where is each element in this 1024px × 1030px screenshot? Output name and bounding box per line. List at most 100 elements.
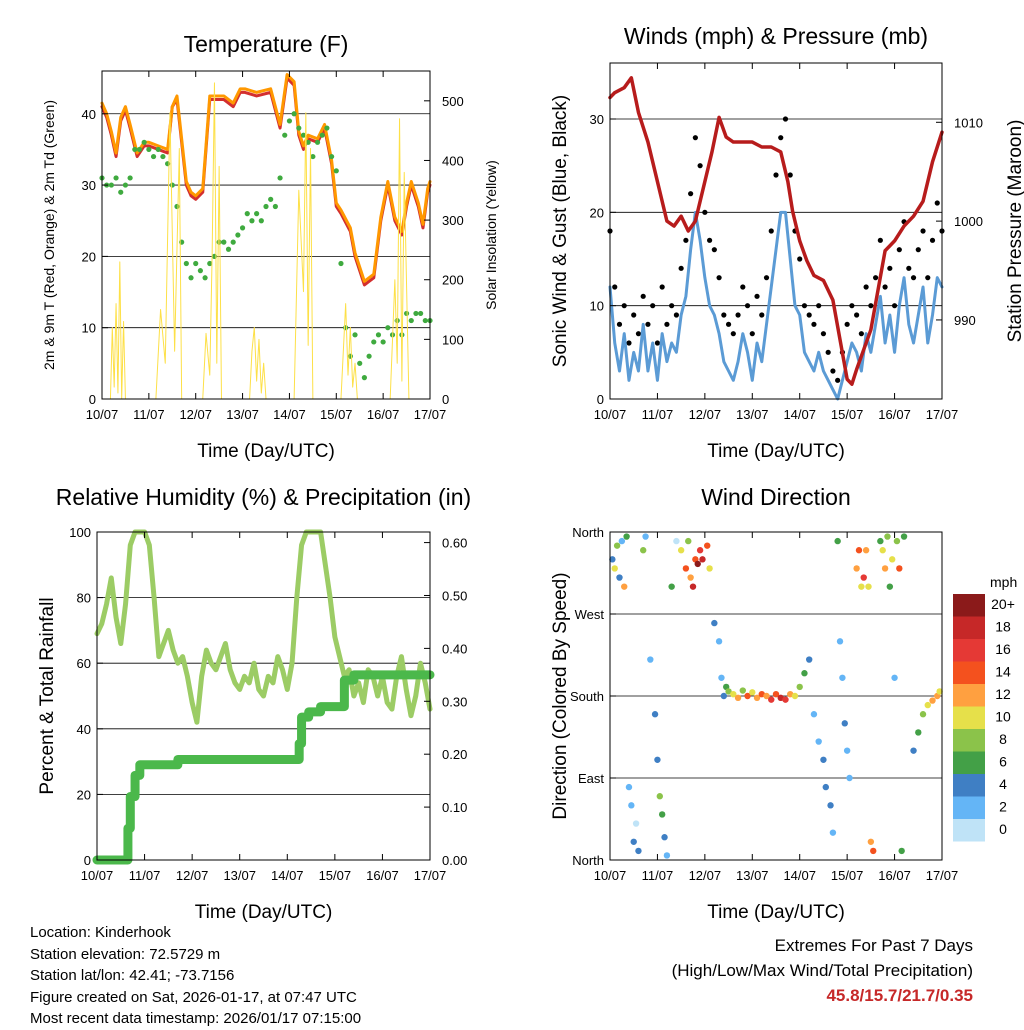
x-tick-label: 16/07 [878, 407, 911, 422]
direction-point [898, 847, 905, 855]
direction-point [886, 583, 894, 590]
data-point [338, 260, 344, 267]
data-point [664, 321, 670, 327]
y-tick-label: 30 [590, 112, 604, 127]
data-point [730, 331, 736, 337]
series-line [94, 529, 433, 725]
x-tick-label: 16/07 [367, 407, 400, 422]
colorbar-swatch [953, 796, 985, 819]
x-tick-label: 17/07 [414, 868, 447, 883]
direction-point [820, 756, 827, 763]
colorbar-swatch [953, 706, 985, 729]
direction-point [782, 696, 789, 703]
figure-created: Figure created on Sat, 2026-01-17, at 07… [30, 988, 357, 1006]
direction-point [900, 533, 908, 540]
data-point [141, 139, 147, 145]
data-point [673, 312, 680, 318]
data-point [910, 275, 917, 281]
x-tick-label: 10/07 [594, 407, 627, 422]
data-point [225, 246, 232, 252]
y-tick-label: 10 [82, 321, 96, 336]
extremes-title: Extremes For Past 7 Days [774, 936, 973, 955]
data-point [418, 310, 424, 317]
data-point [277, 175, 283, 181]
direction-point [881, 565, 889, 572]
direction-point [867, 838, 875, 845]
recent-timestamp: Most recent data timestamp: 2026/01/17 0… [30, 1010, 362, 1027]
data-point [721, 312, 727, 318]
series-solar-insolation [101, 82, 431, 400]
chart-humidity: 10/07 11/07 12/07 13/07 14/07 15/07 16/07 17/07… [37, 484, 471, 923]
data-point [929, 237, 936, 243]
colorbar-swatch [953, 594, 985, 617]
series-2m-t [100, 76, 432, 287]
x-tick-label: 14/07 [273, 407, 306, 422]
x-tick-label: 11/07 [129, 868, 161, 883]
series-9m-t [100, 73, 432, 283]
y2-axis-label: Solar Insolation (Yellow) [483, 160, 499, 310]
data-point [272, 203, 278, 210]
direction-point [704, 542, 711, 549]
data-point [645, 321, 651, 327]
y-tick-label: 40 [77, 722, 91, 737]
direction-point [715, 638, 723, 645]
extremes-values: 45.8/15.7/21.7/0.35 [826, 986, 973, 1005]
y-tick-label: 60 [77, 656, 91, 671]
direction-point [893, 537, 901, 545]
series-line [92, 670, 435, 865]
direction-point [919, 711, 927, 718]
data-point [305, 139, 311, 145]
direction-point [642, 533, 649, 540]
series-line [608, 76, 944, 386]
series-line [100, 76, 432, 287]
direction-point [613, 542, 621, 549]
data-point [820, 331, 827, 337]
direction-point [718, 674, 725, 681]
direction-point [929, 697, 936, 704]
direction-point [836, 638, 844, 645]
colorbar-label: 12 [995, 686, 1011, 702]
direction-point [839, 674, 846, 681]
data-point [235, 232, 241, 238]
colorbar-label: 8 [999, 731, 1007, 747]
data-point [858, 331, 864, 337]
direction-point [616, 574, 623, 581]
data-point [754, 293, 760, 299]
data-point [352, 332, 358, 338]
direction-point [855, 547, 863, 554]
direction-point [621, 583, 628, 590]
data-point [230, 239, 236, 245]
direction-point [815, 738, 822, 745]
data-point [239, 225, 246, 231]
data-point [631, 312, 637, 318]
chart-winds: 10/07 11/07 12/07 13/07 14/07 15/07 16/07 17/07… [550, 23, 1024, 462]
direction-point [753, 694, 761, 702]
data-point [314, 139, 321, 145]
colorbar-label: 20+ [991, 596, 1015, 612]
x-tick-label: 13/07 [226, 407, 259, 422]
series-sonic-wind [608, 210, 944, 401]
colorbar-swatch [953, 616, 985, 639]
direction-point [725, 688, 732, 695]
direction-point [877, 537, 884, 545]
x-tick-label: 14/07 [271, 868, 304, 883]
direction-point [623, 533, 630, 540]
data-point [759, 312, 765, 318]
direction-point [924, 701, 931, 709]
data-point [740, 284, 746, 290]
data-point [146, 146, 152, 153]
direction-point [763, 692, 770, 700]
x-axis-label: Time (Day/UTC) [707, 441, 845, 462]
direction-point [862, 547, 870, 554]
direction-point [654, 756, 661, 763]
x-tick-label: 15/07 [831, 407, 864, 422]
y2-tick-label: 300 [442, 213, 464, 228]
direction-point [879, 547, 886, 554]
data-point [915, 247, 921, 253]
data-point [155, 146, 161, 153]
data-point [635, 331, 642, 337]
y-axis-label: Sonic Wind & Gust (Blue, Black) [550, 95, 571, 367]
data-point [160, 153, 166, 160]
x-tick-label: 11/07 [642, 868, 674, 883]
colorbar-swatch [953, 819, 985, 842]
